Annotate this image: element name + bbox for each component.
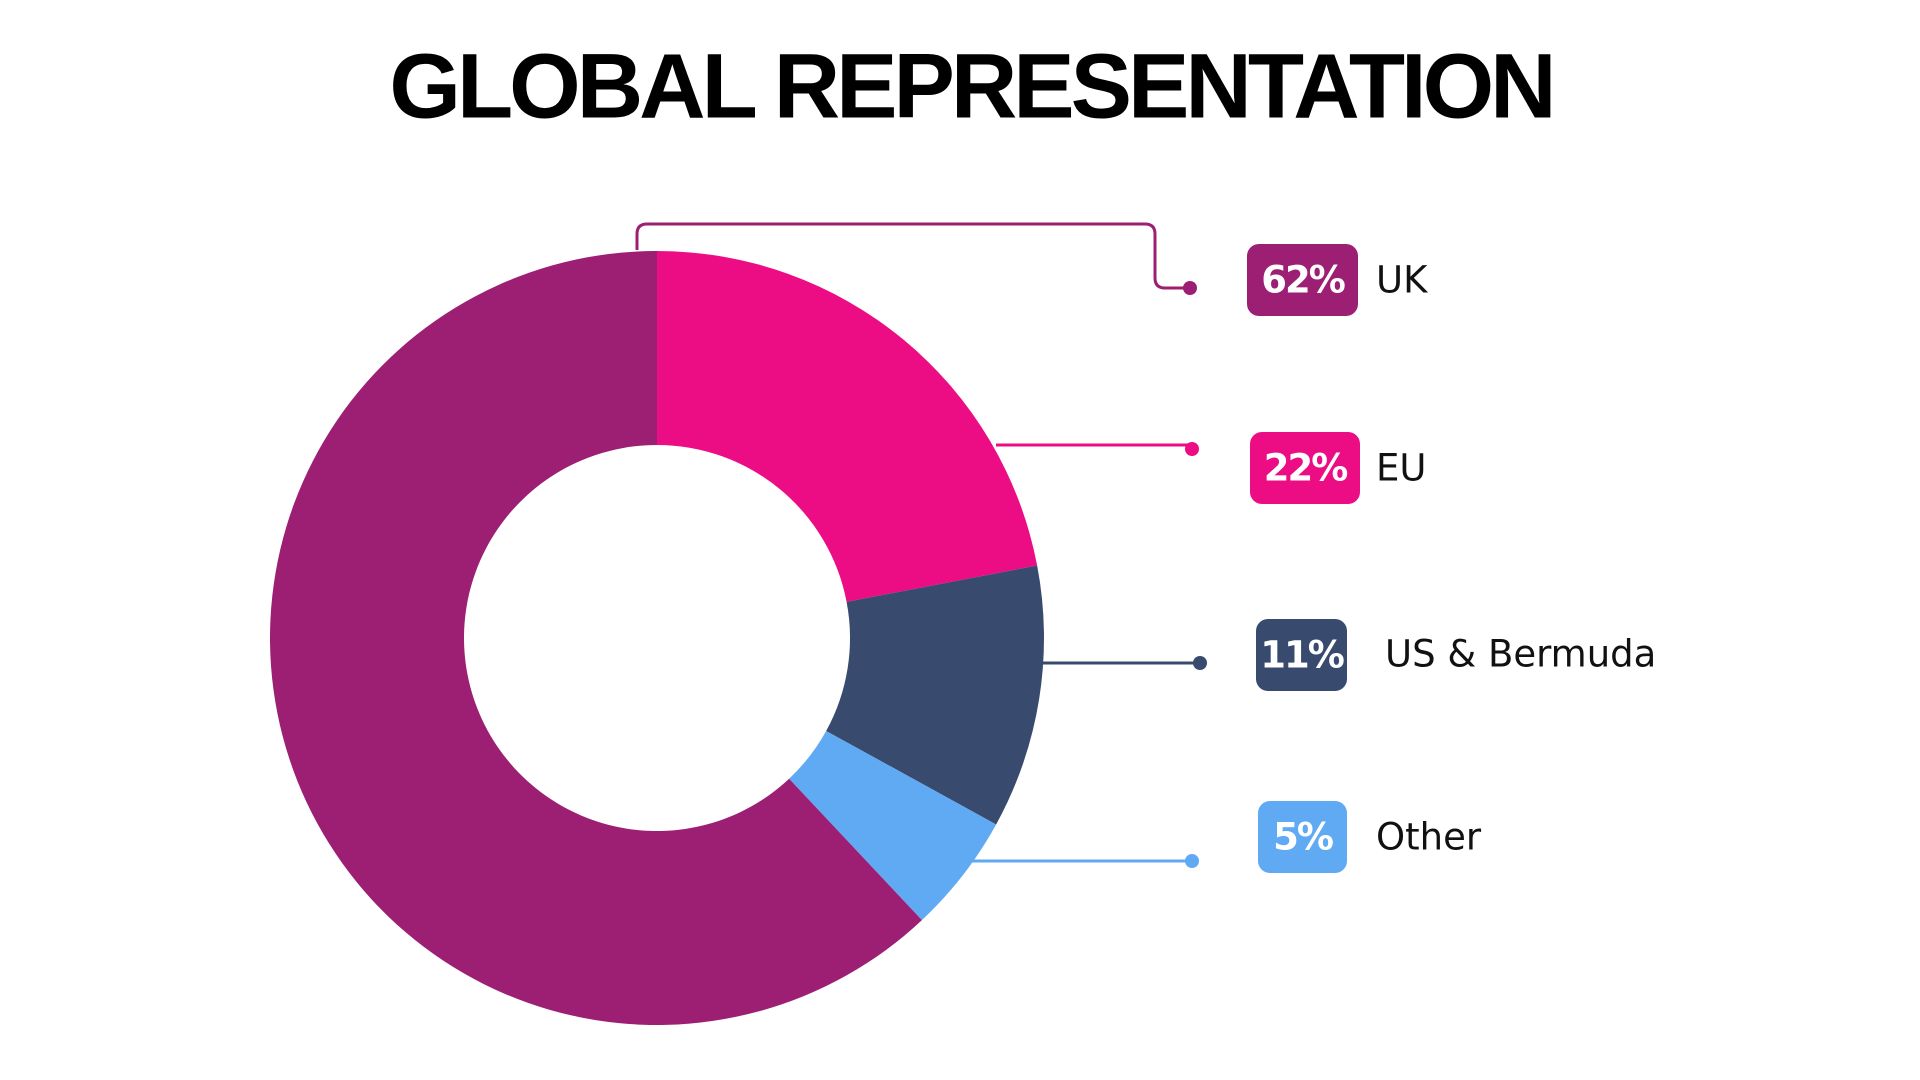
leader-line: [635, 222, 1190, 290]
donut-slice: [826, 565, 1044, 825]
value-badge: [1250, 432, 1360, 504]
value-badge: [1258, 801, 1347, 873]
donut-slice: [789, 730, 997, 921]
legend-label: UK: [1376, 259, 1429, 302]
leader-dot: [1183, 281, 1197, 295]
legend-label: Other: [1376, 816, 1482, 859]
donut-slice: [657, 251, 1038, 602]
value-badge: [1256, 619, 1347, 691]
value-label: 22%: [1264, 447, 1347, 490]
value-label: 62%: [1261, 259, 1344, 302]
legend-label: EU: [1376, 447, 1426, 490]
value-badge: [1247, 244, 1358, 316]
leader-dot: [1185, 442, 1199, 456]
chart-title: GLOBAL REPRESENTATION: [389, 35, 1552, 137]
value-label: 5%: [1273, 816, 1333, 859]
value-label: 11%: [1260, 634, 1343, 677]
leader-dot: [1193, 656, 1207, 670]
leader-dot: [1185, 854, 1199, 868]
legend-label: US & Bermuda: [1385, 633, 1656, 676]
donut-slice: [269, 251, 922, 1026]
